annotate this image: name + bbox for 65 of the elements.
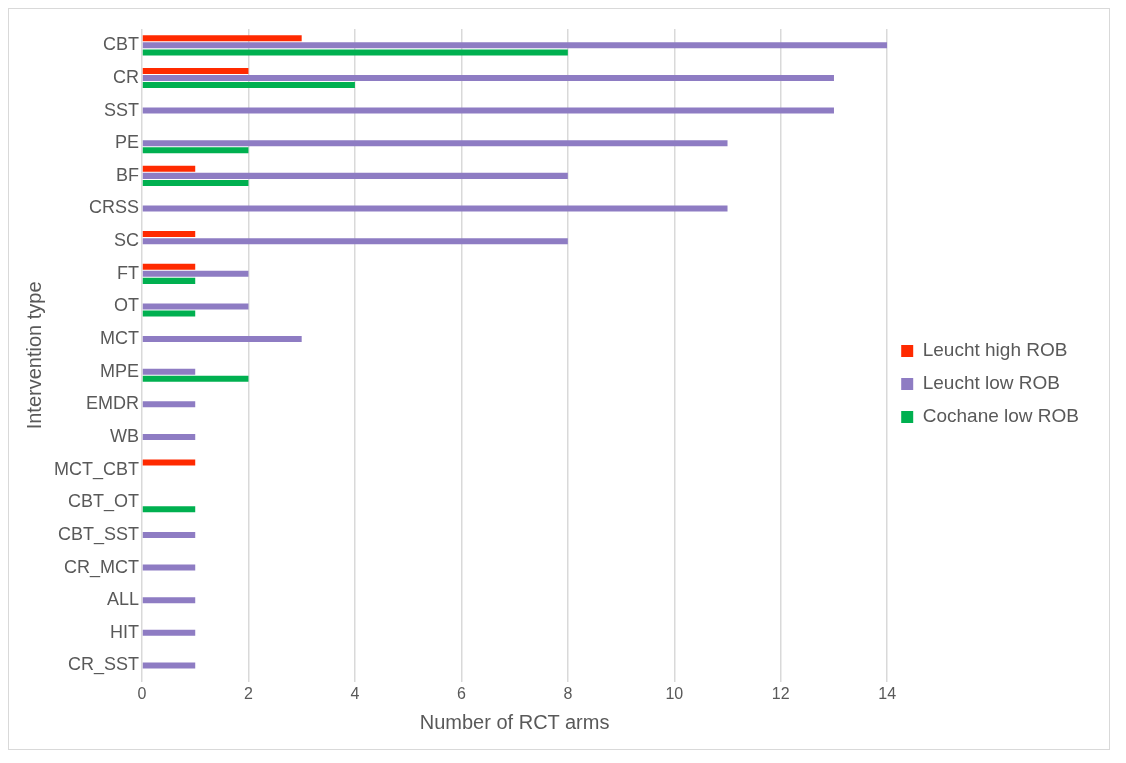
bar	[142, 263, 196, 270]
bar	[142, 531, 196, 538]
y-tick-label: CR_MCT	[64, 556, 139, 578]
y-tick-label: CBT_SST	[57, 523, 139, 545]
legend-label: Leucht high ROB	[922, 339, 1068, 361]
y-tick-label: MPE	[99, 360, 139, 381]
bar	[142, 42, 888, 49]
bar	[142, 368, 196, 375]
bar	[142, 172, 568, 179]
bar	[142, 205, 728, 212]
bar	[142, 303, 249, 310]
y-tick-label: EMDR	[86, 393, 139, 414]
bar	[142, 270, 249, 277]
bar	[142, 49, 568, 56]
bar	[142, 506, 196, 513]
y-tick-label: MCT_CBT	[54, 458, 139, 480]
bar	[142, 336, 302, 343]
bar	[142, 629, 196, 636]
bar	[142, 165, 196, 172]
bar	[142, 147, 249, 154]
y-tick-label: BF	[115, 164, 139, 185]
y-tick-label: CR	[113, 66, 139, 87]
bar	[142, 140, 728, 147]
bar	[142, 375, 249, 382]
y-tick-label: MCT	[100, 328, 139, 349]
y-tick-label: CBT	[103, 34, 139, 55]
y-tick-label: FT	[117, 262, 139, 283]
x-tick-label: 10	[665, 684, 684, 702]
y-axis-title: Intervention type	[22, 281, 45, 430]
y-tick-label: PE	[114, 132, 139, 153]
bar	[142, 662, 196, 669]
x-tick-label: 0	[137, 684, 147, 702]
bar	[142, 597, 196, 604]
y-tick-label: CRSS	[88, 197, 139, 218]
x-axis-title: Number of RCT arms	[419, 710, 610, 733]
y-tick-label: HIT	[110, 621, 139, 642]
bar	[142, 401, 196, 408]
bar	[142, 35, 302, 42]
bar	[142, 238, 568, 245]
bar	[142, 179, 249, 186]
bar	[142, 82, 355, 89]
x-tick-label: 6	[456, 684, 466, 702]
y-tick-label: CBT_OT	[67, 491, 139, 513]
y-tick-label: WB	[110, 425, 139, 446]
bar	[142, 231, 196, 238]
y-tick-label: SST	[103, 99, 139, 120]
x-tick-label: 12	[771, 684, 790, 702]
bar	[142, 74, 834, 81]
y-tick-label: OT	[114, 295, 139, 316]
bar	[142, 310, 196, 317]
x-tick-label: 2	[244, 684, 253, 702]
bar	[142, 277, 196, 284]
x-tick-label: 8	[563, 684, 573, 702]
legend-label: Leucht low ROB	[922, 372, 1060, 394]
bar	[142, 433, 196, 441]
y-tick-label: ALL	[106, 589, 139, 610]
y-tick-label: SC	[113, 230, 139, 251]
y-tick-label: CR_SST	[67, 654, 139, 676]
legend-label: Cochane low ROB	[922, 405, 1079, 427]
bar	[142, 107, 834, 114]
bar	[142, 459, 196, 466]
x-tick-label: 4	[350, 684, 360, 702]
bar	[142, 67, 249, 74]
bar	[142, 564, 196, 571]
x-tick-label: 14	[878, 684, 897, 702]
